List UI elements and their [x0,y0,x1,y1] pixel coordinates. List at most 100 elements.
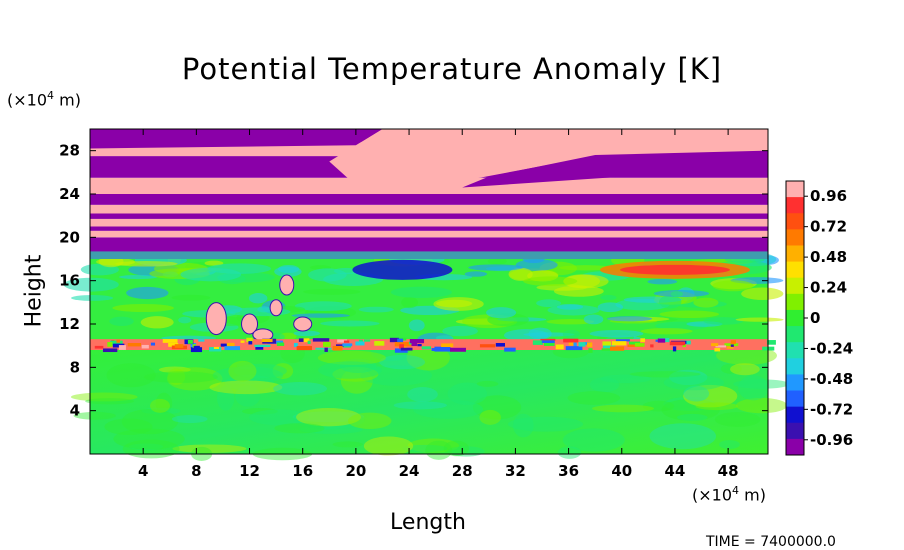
field-blob [293,330,321,337]
field-blob [413,399,484,419]
field-blob [363,436,414,456]
x-tick-label: 36 [558,462,579,480]
field-blob [683,384,738,408]
field-blob [292,411,365,423]
field-blob [104,418,153,436]
plume [293,316,313,332]
colorbar-label: 0.24 [810,279,847,297]
x-tick-label: 28 [452,462,473,480]
field-blob [513,413,534,438]
field-speck [434,346,451,352]
field-blob [140,316,174,329]
field-speck [555,344,564,350]
field-speck [657,338,666,343]
field-blob [272,363,294,380]
field-blob [296,408,361,427]
colorbar-segment [786,326,804,343]
field-blob [730,363,760,376]
y-tick-label: 16 [59,272,80,290]
field-speck [298,338,308,342]
field-blob [647,278,678,285]
field-speck [583,342,591,345]
field-speck [726,346,734,349]
plot-frame [89,128,769,455]
field-speck [587,342,593,348]
field-speck [141,344,149,349]
field-speck [335,344,344,347]
field-blob [360,365,432,386]
field-blob [212,366,284,385]
field-layer [90,177,768,194]
field-blob [233,363,287,379]
field-speck [110,340,123,346]
colorbar-segment [786,181,804,198]
field-speck [162,339,178,343]
field-blob [303,288,361,295]
field-blob [476,380,499,387]
colorbar-segment [786,358,804,375]
field-speck [246,337,253,343]
field-blob [735,317,784,322]
field-interface [90,339,768,350]
field-speck [417,344,422,347]
field-blob [567,391,621,405]
x-tick-label: 8 [191,462,201,480]
field-speck [226,342,235,347]
field-blob [523,276,578,286]
field-speck [374,341,385,346]
field-blob [393,401,447,410]
field-speck [543,341,555,346]
field-speck [394,348,408,353]
field-blob [712,280,754,292]
field-blob [407,438,460,453]
field-speck [628,341,641,347]
field-blob [557,446,582,459]
colorbar-label: -0.72 [810,400,853,418]
field-blob [113,428,185,450]
x-tick-label: 24 [399,462,420,480]
field-speck [399,344,404,349]
x-axis-label: Length [390,510,466,535]
field-blob [515,259,558,271]
field-blob [479,409,501,425]
chart-title: Potential Temperature Anomaly [K] [181,52,723,86]
field-speck [411,342,418,347]
field-speck [479,344,496,348]
heatmap-area [63,128,790,461]
field-blob [291,313,350,318]
field-speck [421,346,432,350]
field-lower [90,350,768,454]
field-blob [720,363,742,374]
field-blob [112,303,174,313]
field-blob [71,295,114,301]
field-speck [730,340,736,345]
field-speck [118,345,126,350]
colorbar-segment [786,438,804,456]
colorbar-segment [786,293,804,311]
colorbar-segment [786,197,804,214]
field-speck [541,340,555,343]
field-blob [741,287,784,300]
field-speck [213,346,220,350]
field-blob [85,398,135,405]
field-blob [171,415,208,424]
colorbar-label: -0.96 [810,431,853,449]
field-speck [342,343,353,347]
field-speck [389,337,399,343]
x-tick-label: 48 [718,462,739,480]
field-blob [408,319,425,332]
field-blob [503,329,549,342]
field-speck [672,346,677,352]
field-speck [324,347,328,352]
field-blob [663,397,716,412]
field-blob [592,404,655,413]
colorbar-segment [786,213,804,230]
field-blob [149,398,170,413]
field-blob [600,374,652,384]
field-blob [589,377,620,393]
field-blob [273,381,327,396]
field-blob [236,362,255,370]
field-blob [659,310,720,318]
field-layer [90,218,768,227]
